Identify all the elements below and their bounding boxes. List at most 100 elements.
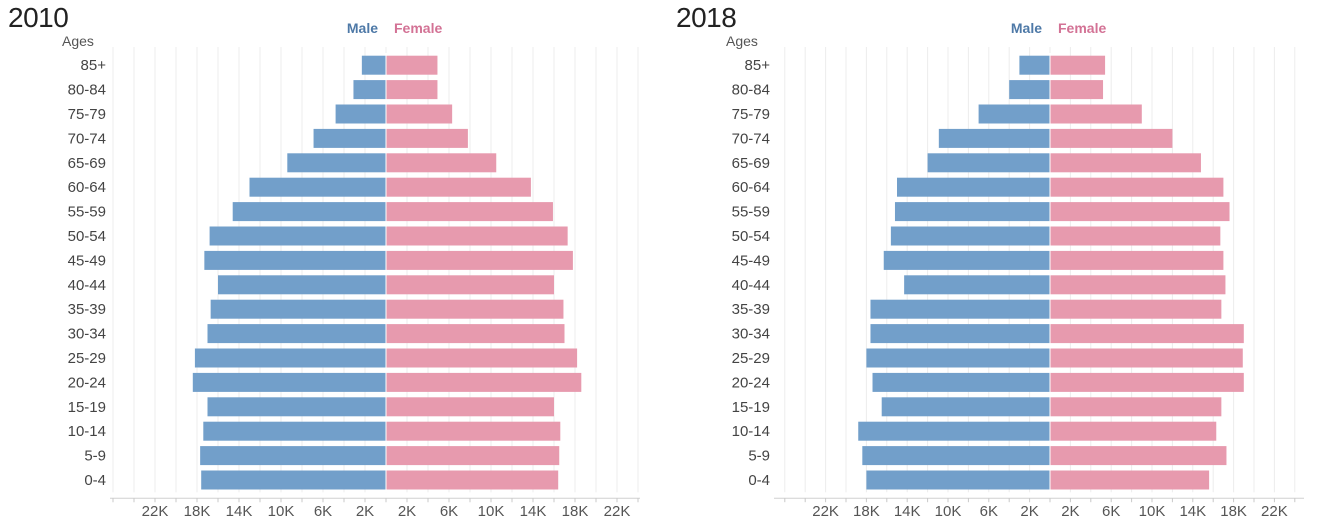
age-label: 65-69 [68,155,106,172]
bar-male-40-44 [904,275,1050,295]
x-tick-label: 18K [562,503,589,520]
age-label: 70-74 [68,130,106,147]
bar-male-10-14 [858,421,1050,441]
age-label: 10-14 [732,423,770,440]
bar-female-60-64 [386,177,531,197]
chart-title: 2018 [676,2,737,33]
x-tick-label: 6K [1102,503,1120,520]
bar-male-5-9 [862,446,1050,466]
bar-male-70-74 [313,128,386,148]
bar-female-70-74 [386,128,468,148]
bar-female-10-14 [1050,421,1217,441]
x-tick-label: 18K [853,503,880,520]
x-tick-label: 10K [478,503,505,520]
x-tick-label: 14K [226,503,253,520]
age-label: 0-4 [748,472,770,489]
age-label: 5-9 [84,448,106,465]
bar-male-25-29 [194,348,386,368]
bar-female-25-29 [386,348,578,368]
bar-male-85+ [361,55,386,75]
age-label: 60-64 [732,179,770,196]
chart-panel-2018: 2018 Ages Male Female 85+ 80-84 75-79 70-74 65-… [662,0,1324,523]
bar-male-50-54 [890,226,1050,246]
bar-female-45-49 [1050,250,1224,270]
x-tick-label: 10K [1139,503,1166,520]
bar-female-85+ [1050,55,1106,75]
bar-male-0-4 [201,470,386,490]
x-tick-label: 14K [520,503,547,520]
age-label: 40-44 [68,277,106,294]
bar-female-0-4 [386,470,559,490]
x-tick-label: 2K [356,503,374,520]
bar-male-20-24 [192,372,386,392]
bar-male-65-69 [287,153,386,173]
bar-male-35-39 [870,299,1050,319]
bar-female-30-34 [1050,324,1244,344]
age-label: 25-29 [732,350,770,367]
age-label: 80-84 [68,82,106,99]
age-label: 5-9 [748,448,770,465]
bar-male-60-64 [897,177,1050,197]
bar-female-25-29 [1050,348,1243,368]
age-label: 50-54 [68,228,106,245]
population-pyramid-2018: Ages Male Female 85+ 80-84 75-79 70-74 65-69 60-… [726,20,1304,520]
age-label: 80-84 [732,82,770,99]
bar-male-55-59 [894,202,1050,222]
bar-female-75-79 [386,104,453,124]
bar-female-10-14 [386,421,561,441]
x-tick-label: 22K [812,503,839,520]
age-label: 30-34 [732,326,770,343]
age-label: 75-79 [68,106,106,123]
bar-female-15-19 [386,397,554,417]
age-label: 85+ [745,57,771,74]
bar-male-10-14 [203,421,386,441]
bar-male-60-64 [249,177,386,197]
bar-male-80-84 [1009,80,1050,100]
x-tick-label: 18K [1220,503,1247,520]
bar-male-40-44 [218,275,386,295]
bar-male-70-74 [938,128,1050,148]
age-label: 30-34 [68,326,106,343]
age-label: 65-69 [732,155,770,172]
bar-male-45-49 [883,250,1050,270]
age-label: 50-54 [732,228,770,245]
bar-male-15-19 [881,397,1050,417]
bar-female-35-39 [1050,299,1222,319]
bar-female-5-9 [1050,446,1227,466]
bar-female-45-49 [386,250,573,270]
x-tick-label: 14K [1179,503,1206,520]
age-label: 35-39 [732,301,770,318]
age-label: 10-14 [68,423,106,440]
x-tick-label: 6K [440,503,458,520]
bar-male-75-79 [335,104,386,124]
legend-female: Female [394,20,442,36]
age-label: 15-19 [732,399,770,416]
bar-female-15-19 [1050,397,1222,417]
legend-male: Male [347,20,378,36]
x-tick-label: 2K [1020,503,1038,520]
bar-female-65-69 [1050,153,1201,173]
population-pyramid-2010: Ages Male Female 85+ 80-84 75-79 70-74 65-69 60-… [62,20,640,520]
x-tick-label: 2K [1061,503,1079,520]
legend-female: Female [1058,20,1106,36]
chart-title: 2010 [8,2,69,33]
y-axis-title: Ages [726,33,758,49]
age-label: 25-29 [68,350,106,367]
bar-female-75-79 [1050,104,1142,124]
x-tick-label: 14K [894,503,921,520]
x-tick-label: 22K [142,503,169,520]
age-label: 55-59 [732,204,770,221]
age-label: 0-4 [84,472,106,489]
bar-male-0-4 [866,470,1050,490]
bar-female-30-34 [386,324,565,344]
bar-male-55-59 [232,202,386,222]
age-label: 70-74 [732,130,770,147]
age-label: 15-19 [68,399,106,416]
age-label: 85+ [81,57,107,74]
bar-male-20-24 [872,372,1050,392]
x-tick-label: 22K [1261,503,1288,520]
bar-female-60-64 [1050,177,1224,197]
bar-female-20-24 [386,372,582,392]
age-label: 45-49 [732,252,770,269]
x-tick-label: 6K [314,503,332,520]
